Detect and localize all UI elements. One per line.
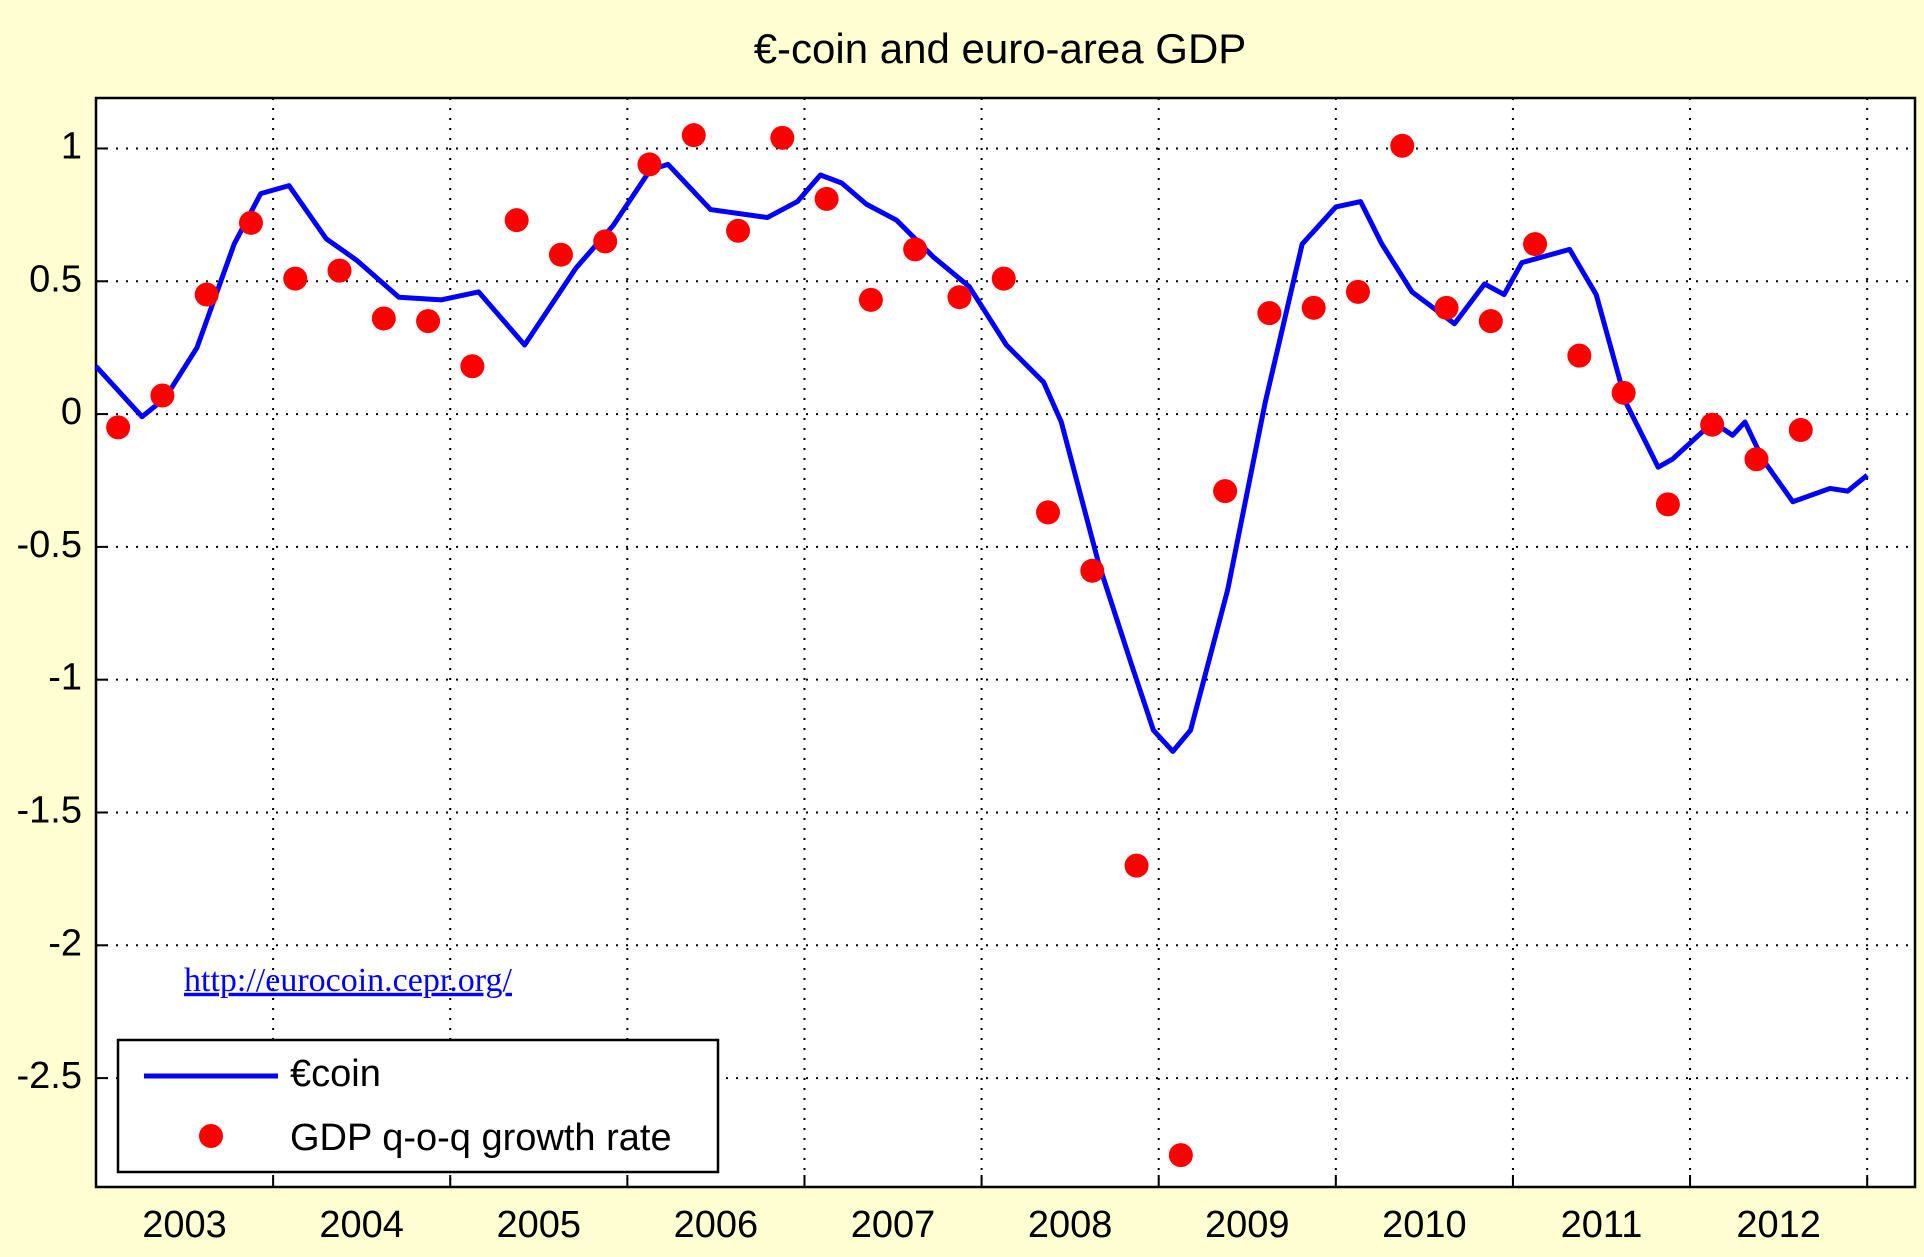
legend-label: €coin bbox=[290, 1053, 381, 1095]
scatter-point bbox=[327, 258, 352, 283]
plot-frame bbox=[94, 96, 1917, 1189]
x-tick-label: 2004 bbox=[319, 1204, 404, 1246]
scatter-point bbox=[637, 152, 662, 177]
scatter-point bbox=[416, 309, 441, 334]
legend-dot bbox=[199, 1124, 223, 1148]
scatter-point bbox=[947, 285, 972, 310]
scatter-point bbox=[1213, 479, 1238, 504]
scatter-point bbox=[593, 229, 618, 254]
scatter-point bbox=[1611, 380, 1636, 405]
x-tick-label: 2008 bbox=[1028, 1204, 1113, 1246]
scatter-point bbox=[238, 210, 263, 235]
y-tick-label: -1 bbox=[48, 657, 82, 699]
scatter-point bbox=[1257, 301, 1282, 326]
scatter-point bbox=[1124, 853, 1149, 878]
scatter-point bbox=[903, 237, 928, 262]
scatter-point bbox=[1080, 558, 1105, 583]
scatter-point bbox=[150, 383, 175, 408]
y-tick-label: 0.5 bbox=[29, 258, 82, 300]
y-tick-label: 1 bbox=[61, 125, 82, 167]
scatter-point bbox=[1345, 279, 1370, 304]
scatter-point bbox=[1744, 447, 1769, 472]
scatter-point bbox=[1788, 418, 1813, 443]
scatter-point bbox=[1301, 295, 1326, 320]
x-tick-label: 2007 bbox=[851, 1204, 936, 1246]
scatter-point bbox=[1434, 295, 1459, 320]
y-tick-label: -0.5 bbox=[17, 524, 82, 566]
x-tick-label: 2011 bbox=[1561, 1204, 1643, 1246]
scatter-point bbox=[1655, 492, 1680, 517]
legend-label: GDP q-o-q growth rate bbox=[290, 1117, 672, 1159]
y-tick-label: 0 bbox=[61, 391, 82, 433]
x-tick-label: 2005 bbox=[497, 1204, 582, 1246]
scatter-point bbox=[726, 218, 751, 243]
scatter-point bbox=[1036, 500, 1061, 525]
scatter-point bbox=[1168, 1143, 1193, 1168]
scatter-point bbox=[371, 306, 396, 331]
x-tick-label: 2009 bbox=[1205, 1204, 1290, 1246]
x-tick-label: 2010 bbox=[1382, 1204, 1467, 1246]
annotation-link: http://eurocoin.cepr.org/ bbox=[184, 962, 513, 999]
scatter-point bbox=[858, 287, 883, 312]
scatter-point bbox=[283, 266, 308, 291]
x-tick-label: 2003 bbox=[142, 1204, 227, 1246]
scatter-point bbox=[504, 208, 529, 233]
chart-title: €-coin and euro-area GDP bbox=[754, 25, 1247, 72]
scatter-point bbox=[1567, 343, 1592, 368]
y-tick-label: -2.5 bbox=[17, 1055, 82, 1097]
scatter-point bbox=[681, 123, 706, 148]
scatter-point bbox=[814, 186, 839, 211]
scatter-point bbox=[1390, 133, 1415, 158]
x-tick-label: 2006 bbox=[674, 1204, 759, 1246]
scatter-point bbox=[1700, 412, 1725, 437]
scatter-point bbox=[460, 354, 485, 379]
legend-box bbox=[116, 1038, 720, 1174]
x-tick-label: 2012 bbox=[1736, 1204, 1821, 1246]
scatter-point bbox=[194, 282, 219, 307]
y-tick-label: -1.5 bbox=[17, 790, 82, 832]
scatter-point bbox=[548, 242, 573, 267]
scatter-point bbox=[1478, 309, 1503, 334]
line-series bbox=[94, 161, 1869, 754]
scatter-point bbox=[991, 266, 1016, 291]
y-tick-label: -2 bbox=[48, 922, 82, 964]
plot-area bbox=[96, 98, 1915, 1187]
scatter-point bbox=[1523, 232, 1548, 257]
scatter-point bbox=[770, 125, 795, 150]
scatter-point bbox=[106, 415, 131, 440]
